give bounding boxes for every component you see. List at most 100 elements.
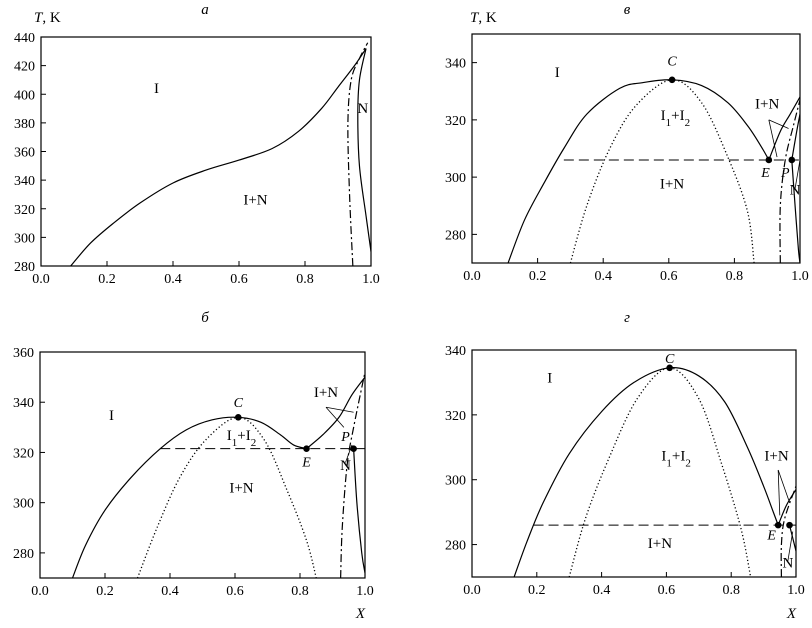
phase-point-marker bbox=[303, 445, 310, 452]
region-label: I+N bbox=[755, 96, 779, 112]
leader-line bbox=[325, 406, 345, 428]
region-label: I bbox=[555, 65, 560, 81]
leader-line bbox=[777, 469, 781, 516]
leader-line bbox=[768, 119, 778, 158]
leader-line bbox=[777, 469, 790, 503]
panel-label: г bbox=[624, 310, 630, 326]
x-tick-label: 0.4 bbox=[161, 584, 179, 599]
phase-point-label: E bbox=[766, 529, 776, 544]
x-tick-label: 0.6 bbox=[226, 584, 244, 599]
x-tick-label: 1.0 bbox=[362, 272, 380, 287]
region-label: I+N bbox=[660, 177, 684, 193]
y-tick-label: 440 bbox=[14, 31, 35, 46]
y-tick-label: 340 bbox=[14, 174, 35, 189]
x-tick-label: 0.6 bbox=[658, 583, 676, 598]
panel-label: а bbox=[201, 2, 209, 18]
y-axis-label: T, K bbox=[470, 10, 497, 26]
plot-frame bbox=[471, 33, 801, 264]
region-label: I1+I2 bbox=[227, 428, 256, 449]
x-tick-label: 0.6 bbox=[230, 272, 248, 287]
x-tick-label: 0.4 bbox=[164, 272, 182, 287]
x-axis-label: X bbox=[786, 606, 797, 622]
panel-g: г 0.0 0.2 0.4 0.6 0.8 1.0 280 300 320 340 X I I1+I2 I+… bbox=[445, 310, 805, 622]
phase-point-label: E bbox=[301, 455, 311, 470]
leader-line bbox=[794, 159, 801, 189]
region-label: N bbox=[782, 555, 793, 571]
region-label: I bbox=[547, 370, 552, 386]
phase-curve-dashdot bbox=[347, 42, 369, 266]
region-label: I1+I2 bbox=[661, 108, 690, 129]
phase-curve-solid bbox=[507, 79, 770, 263]
region-label: N bbox=[357, 101, 368, 117]
y-tick-label: 320 bbox=[445, 409, 466, 424]
panel-label: б bbox=[201, 310, 209, 326]
plot-frame bbox=[471, 349, 797, 578]
x-tick-label: 0.0 bbox=[463, 269, 481, 284]
x-tick-label: 0.8 bbox=[726, 269, 744, 284]
x-tick-label: 0.2 bbox=[98, 272, 116, 287]
phase-curve-solid bbox=[71, 416, 307, 578]
y-tick-label: 380 bbox=[14, 117, 35, 132]
plot-area bbox=[70, 42, 371, 266]
panel-label: в bbox=[624, 2, 631, 18]
phase-point-label: E bbox=[760, 166, 770, 181]
region-label: I+N bbox=[243, 192, 267, 208]
phase-point-marker bbox=[788, 156, 796, 164]
panel-a: а 0.0 0.2 0.4 0.6 0.8 1.0 280 300 320 340 360 380 400… bbox=[14, 2, 380, 287]
panel-b: б 0.0 0.2 0.4 0.6 0.8 1.0 280 300 320 340 360 X I I1+I… bbox=[13, 310, 374, 622]
region-label: I+N bbox=[648, 536, 672, 552]
phase-point-label: P bbox=[340, 430, 350, 445]
y-tick-label: 320 bbox=[14, 203, 35, 218]
phase-point-label: C bbox=[234, 396, 244, 411]
x-tick-label: 0.4 bbox=[593, 583, 611, 598]
plot-area bbox=[71, 371, 365, 578]
phase-curve-solid bbox=[513, 367, 779, 577]
phase-point-label: C bbox=[665, 352, 675, 367]
y-tick-label: 420 bbox=[14, 60, 35, 75]
region-label: I bbox=[154, 81, 159, 97]
x-tick-label: 0.0 bbox=[32, 272, 50, 287]
region-label: N bbox=[340, 458, 351, 474]
y-tick-label: 360 bbox=[14, 146, 35, 161]
phase-curve-solid bbox=[306, 376, 365, 450]
panel-v: в 0.0 0.2 0.4 0.6 0.8 1.0 280 300 320 340 T, K I I1+I… bbox=[445, 2, 809, 284]
phase-point-marker bbox=[774, 521, 782, 529]
phase-point-marker bbox=[234, 413, 242, 421]
y-tick-label: 340 bbox=[445, 344, 466, 359]
x-tick-label: 1.0 bbox=[356, 584, 374, 599]
leader-line bbox=[325, 406, 354, 413]
region-label: I+N bbox=[764, 448, 788, 464]
phase-curve-solid bbox=[791, 114, 800, 161]
phase-curve-solid bbox=[70, 48, 367, 266]
y-tick-label: 300 bbox=[445, 474, 466, 489]
x-tick-label: 1.0 bbox=[787, 583, 805, 598]
x-tick-label: 0.0 bbox=[463, 583, 481, 598]
region-label: I+N bbox=[314, 385, 338, 401]
x-tick-label: 0.2 bbox=[528, 583, 546, 598]
region-label: I1+I2 bbox=[661, 448, 690, 469]
phase-curve-dashdot bbox=[779, 99, 800, 263]
phase-curve-solid bbox=[768, 96, 800, 161]
y-axis-label: T, K bbox=[34, 10, 61, 26]
x-tick-label: 1.0 bbox=[791, 269, 809, 284]
phase-point-marker bbox=[350, 445, 357, 452]
x-tick-label: 0.8 bbox=[291, 584, 309, 599]
y-tick-label: 280 bbox=[13, 547, 34, 562]
x-tick-label: 0.6 bbox=[660, 269, 678, 284]
region-label: N bbox=[790, 182, 801, 198]
phase-point-label: P bbox=[780, 166, 790, 181]
y-tick-label: 280 bbox=[14, 260, 35, 275]
y-tick-label: 300 bbox=[445, 171, 466, 186]
x-tick-label: 0.8 bbox=[296, 272, 314, 287]
y-tick-label: 300 bbox=[14, 231, 35, 246]
phase-point-label: C bbox=[667, 54, 677, 69]
phase-point-marker bbox=[668, 76, 676, 84]
y-tick-label: 400 bbox=[14, 88, 35, 103]
x-tick-label: 0.0 bbox=[31, 584, 49, 599]
phase-curve-solid bbox=[353, 448, 365, 574]
phase-point-marker bbox=[786, 521, 793, 529]
phase-point-marker bbox=[666, 364, 673, 372]
y-tick-label: 280 bbox=[445, 539, 466, 554]
phase-curve-solid bbox=[357, 48, 371, 252]
